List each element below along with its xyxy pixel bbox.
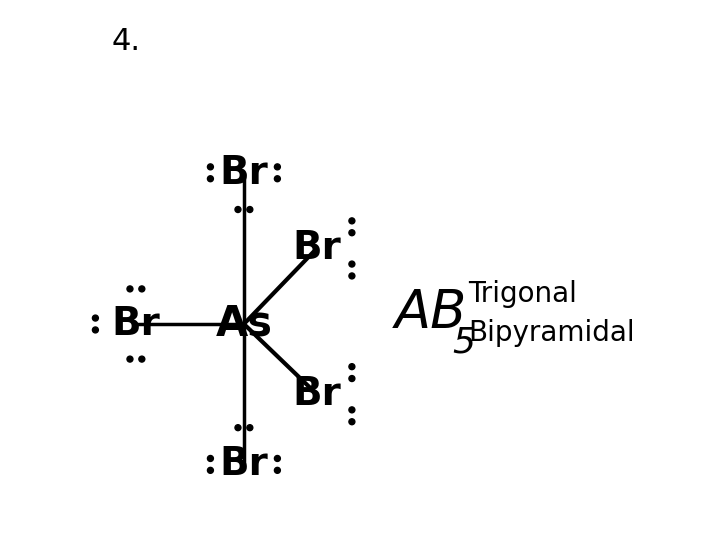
Circle shape xyxy=(235,424,241,431)
Text: Trigonal
Bipyramidal: Trigonal Bipyramidal xyxy=(468,280,634,347)
Text: Br: Br xyxy=(292,230,341,267)
Circle shape xyxy=(207,164,213,170)
Circle shape xyxy=(235,206,241,212)
Circle shape xyxy=(139,356,145,362)
Circle shape xyxy=(274,455,280,461)
Circle shape xyxy=(274,467,280,473)
Circle shape xyxy=(92,315,99,321)
Circle shape xyxy=(349,419,355,424)
Circle shape xyxy=(207,467,213,473)
Circle shape xyxy=(349,376,355,381)
Circle shape xyxy=(349,218,355,224)
Text: Br: Br xyxy=(220,154,269,192)
Text: Br: Br xyxy=(112,305,161,343)
Circle shape xyxy=(274,164,280,170)
Circle shape xyxy=(349,261,355,267)
Circle shape xyxy=(349,273,355,279)
Circle shape xyxy=(207,455,213,461)
Circle shape xyxy=(127,286,133,292)
Text: Br: Br xyxy=(220,446,269,483)
Circle shape xyxy=(349,230,355,235)
Text: 4.: 4. xyxy=(112,27,140,56)
Circle shape xyxy=(349,407,355,413)
Circle shape xyxy=(127,356,133,362)
Circle shape xyxy=(274,176,280,181)
Circle shape xyxy=(92,327,99,333)
Circle shape xyxy=(349,364,355,369)
Circle shape xyxy=(247,424,253,431)
Text: Br: Br xyxy=(292,375,341,413)
Circle shape xyxy=(139,286,145,292)
Text: As: As xyxy=(215,303,272,345)
Text: 5: 5 xyxy=(452,326,474,360)
Circle shape xyxy=(207,176,213,181)
Circle shape xyxy=(247,206,253,212)
Text: AB: AB xyxy=(395,287,467,339)
